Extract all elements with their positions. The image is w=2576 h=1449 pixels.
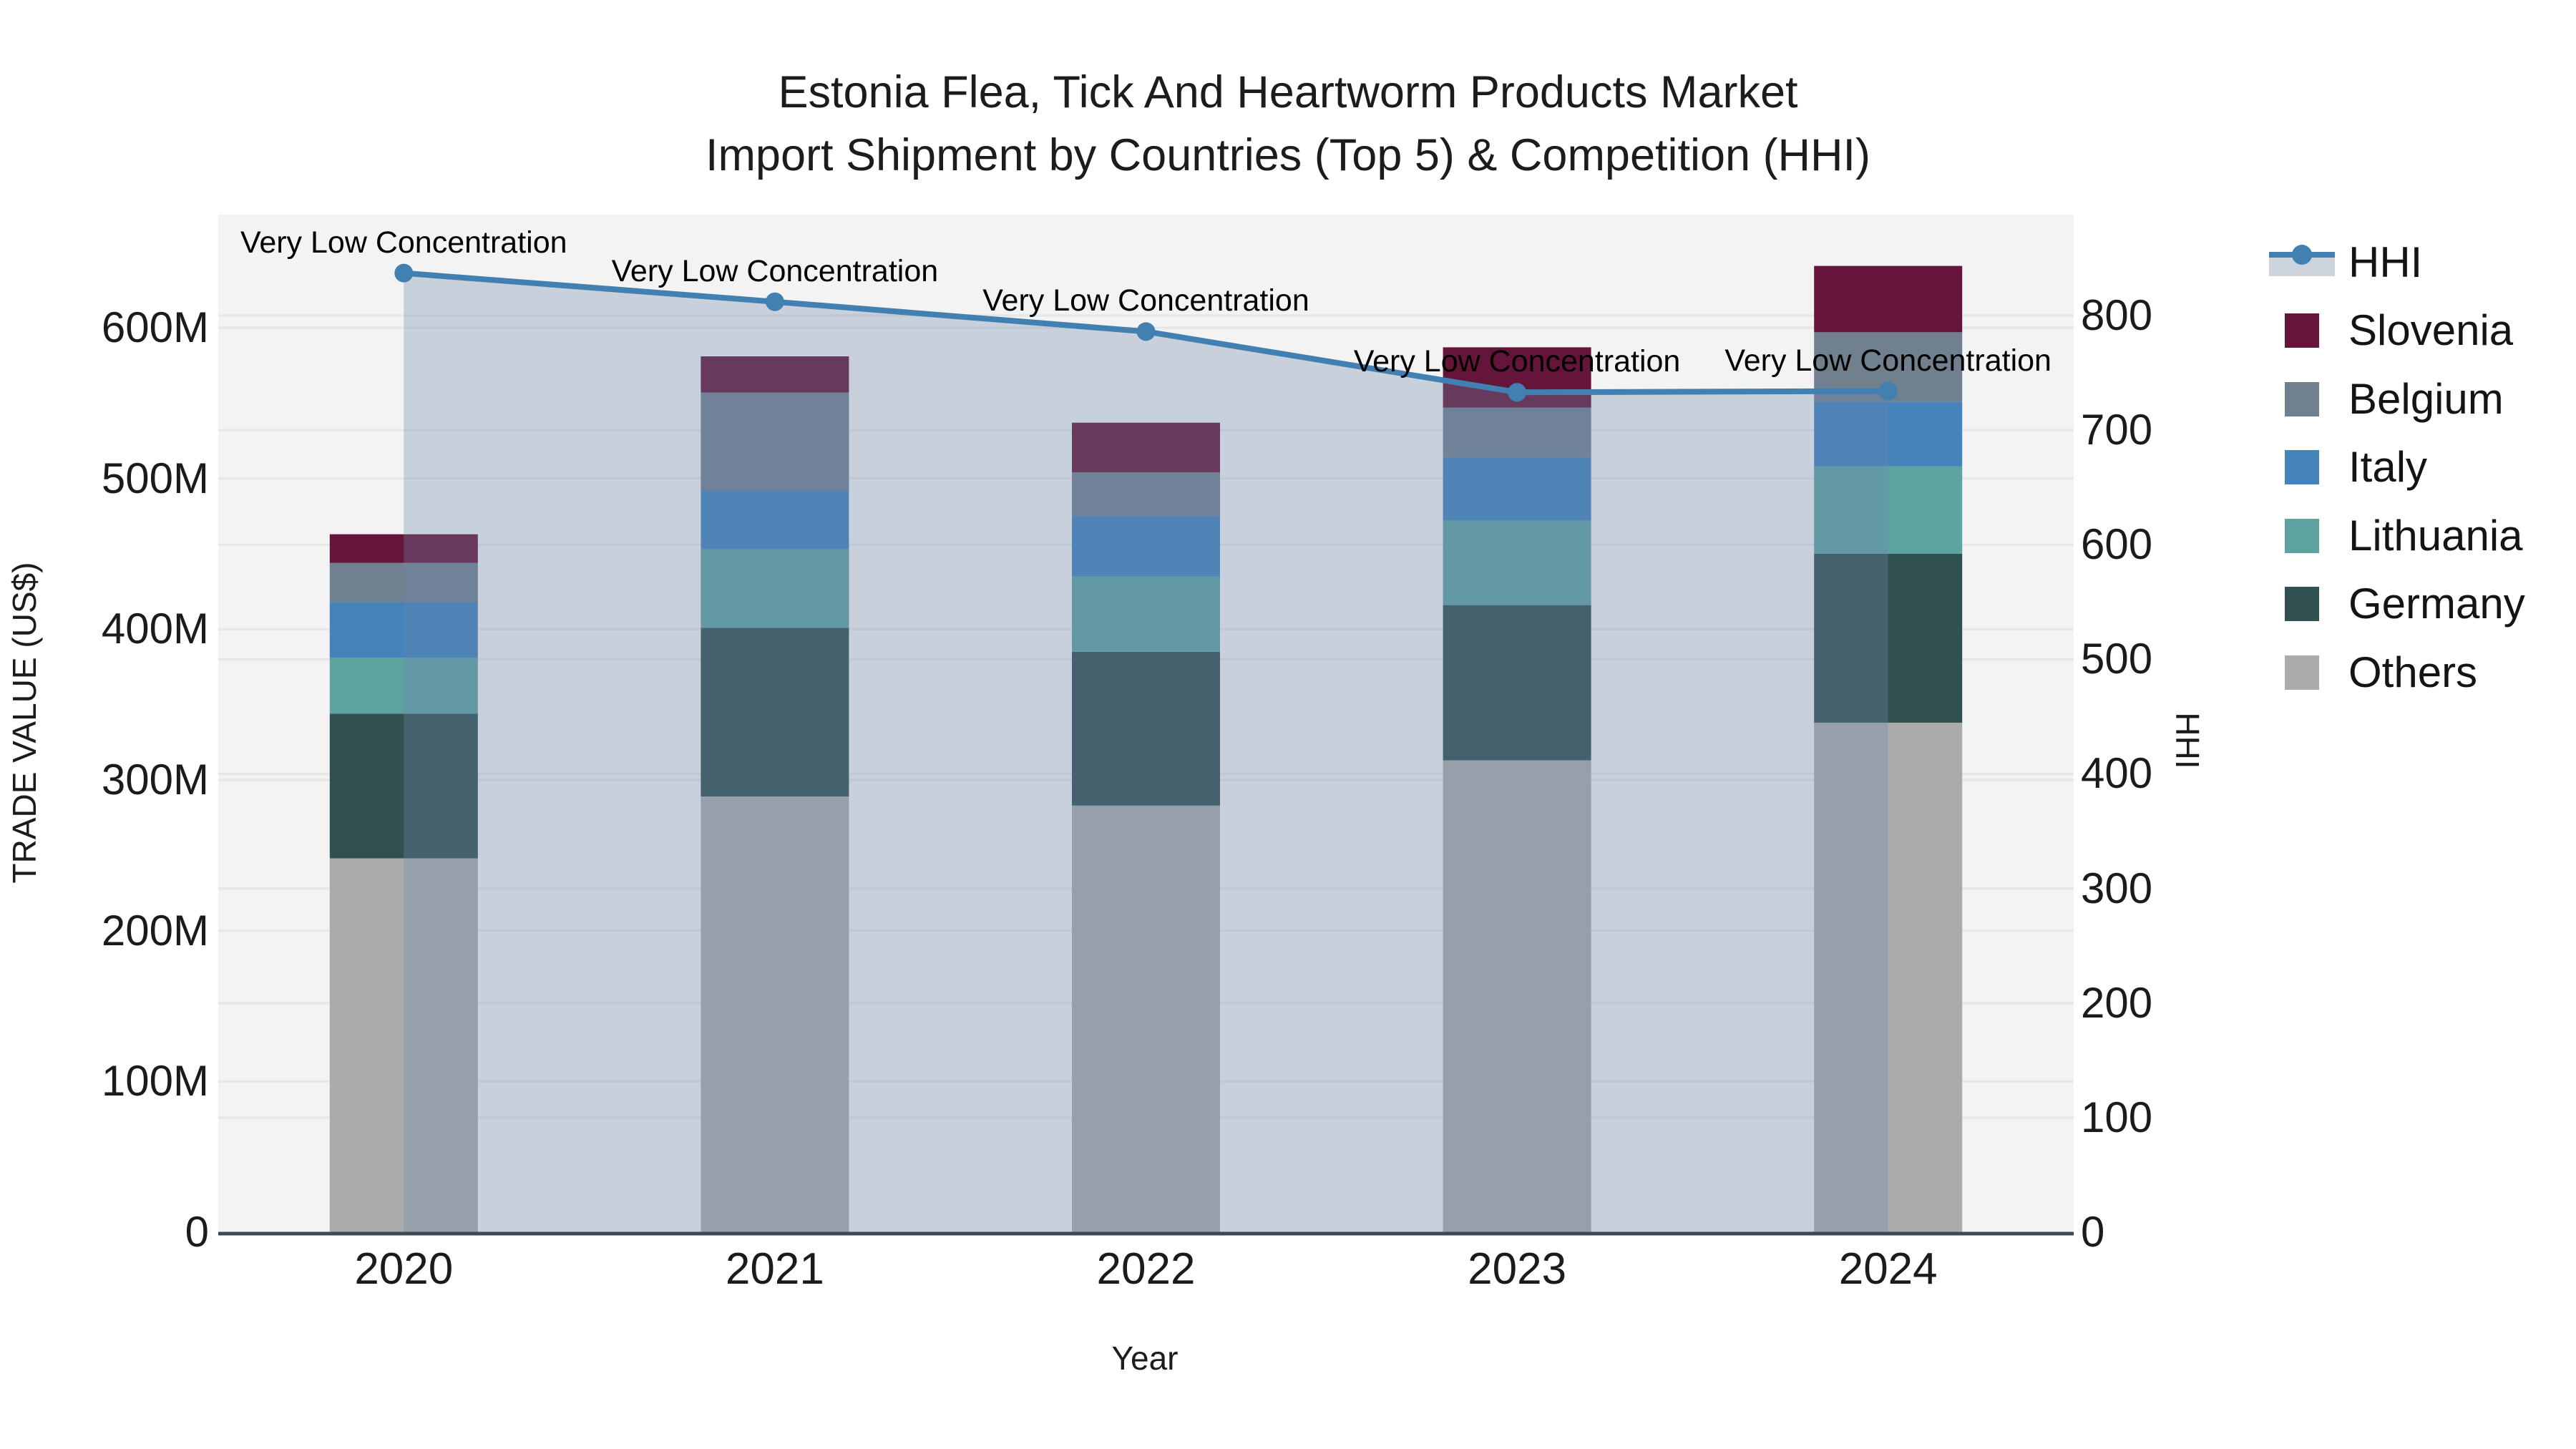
legend-swatch-italy: [2285, 450, 2319, 484]
x-axis-title: Year: [1111, 1340, 1179, 1377]
left-tick-500M: 500M: [101, 454, 209, 502]
legend-item-italy[interactable]: Italy: [2269, 434, 2427, 502]
bar-segment-lithuania-2021[interactable]: [701, 549, 849, 628]
bar-segment-belgium-2023[interactable]: [1443, 407, 1591, 458]
right-tick-300: 300: [2081, 864, 2153, 912]
legend-swatch-slot: [2269, 434, 2335, 502]
bar-segment-italy-2024[interactable]: [1814, 401, 1963, 467]
right-axis-title: HHI: [2169, 712, 2206, 769]
bar-segment-others-2023[interactable]: [1443, 760, 1591, 1232]
legend-label-germany: Germany: [2348, 580, 2525, 628]
legend-item-germany[interactable]: Germany: [2269, 570, 2525, 638]
left-tick-400M: 400M: [101, 605, 209, 653]
legend-swatch-slot: [2269, 570, 2335, 638]
bar-segment-lithuania-2023[interactable]: [1443, 520, 1591, 605]
legend-label-italy: Italy: [2348, 443, 2428, 491]
left-tick-100M: 100M: [101, 1057, 209, 1106]
right-tick-800: 800: [2081, 291, 2153, 339]
right-tick-200: 200: [2081, 978, 2153, 1027]
legend-label-lithuania: Lithuania: [2348, 511, 2523, 560]
legend-hhi-marker-icon: [2292, 244, 2312, 265]
right-tick-700: 700: [2081, 406, 2153, 454]
legend-swatch-slot: [2269, 297, 2335, 365]
bar-segment-others-2020[interactable]: [329, 858, 478, 1232]
hhi-area-fill: [404, 273, 1888, 1232]
bar-segment-others-2024[interactable]: [1814, 722, 1963, 1232]
x-tick-2022: 2022: [1096, 1244, 1196, 1294]
bar-segment-slovenia-2024[interactable]: [1814, 265, 1963, 333]
left-tick-0: 0: [185, 1208, 209, 1256]
annotation-2021: Very Low Concentration: [611, 253, 939, 288]
bar-segment-germany-2023[interactable]: [1443, 605, 1591, 761]
annotation-2022: Very Low Concentration: [982, 283, 1309, 318]
chart-title-line2: Import Shipment by Countries (Top 5) & C…: [705, 130, 1871, 180]
legend-item-hhi[interactable]: HHI: [2269, 228, 2422, 296]
legend-swatch-germany: [2285, 587, 2319, 621]
legend-swatch-belgium: [2285, 381, 2319, 416]
right-tick-500: 500: [2081, 635, 2153, 683]
annotation-2024: Very Low Concentration: [1724, 343, 2051, 378]
legend-swatch-slot: [2269, 638, 2335, 706]
x-tick-2021: 2021: [725, 1244, 824, 1294]
legend-label-others: Others: [2348, 648, 2478, 696]
bar-segment-lithuania-2024[interactable]: [1814, 466, 1963, 554]
hhi-marker-2024[interactable]: [1878, 381, 1898, 401]
bar-segment-others-2021[interactable]: [701, 796, 849, 1232]
right-tick-100: 100: [2081, 1093, 2153, 1141]
x-tick-2023: 2023: [1468, 1244, 1567, 1294]
legend-swatch-slot: [2269, 502, 2335, 570]
legend-label-hhi: HHI: [2348, 238, 2423, 286]
left-axis-title: TRADE VALUE (US$): [6, 562, 43, 884]
legend-label-slovenia: Slovenia: [2348, 306, 2514, 354]
bar-segment-italy-2021[interactable]: [701, 490, 849, 550]
legend-item-others[interactable]: Others: [2269, 638, 2477, 706]
legend-item-belgium[interactable]: Belgium: [2269, 365, 2504, 433]
bar-segment-others-2022[interactable]: [1072, 805, 1220, 1232]
bar-segment-germany-2022[interactable]: [1072, 651, 1220, 806]
bar-segment-slovenia-2022[interactable]: [1072, 422, 1220, 473]
bar-segment-slovenia-2020[interactable]: [329, 534, 478, 563]
left-tick-600M: 600M: [101, 303, 209, 351]
left-tick-300M: 300M: [101, 756, 209, 804]
left-tick-200M: 200M: [101, 906, 209, 955]
bar-segment-slovenia-2021[interactable]: [701, 356, 849, 393]
bar-segment-germany-2020[interactable]: [329, 713, 478, 859]
legend-swatch-slovenia: [2285, 313, 2319, 348]
hhi-marker-2022[interactable]: [1136, 322, 1156, 341]
legend-swatch-slot: [2269, 228, 2335, 296]
right-tick-400: 400: [2081, 749, 2153, 798]
hhi-marker-2020[interactable]: [394, 263, 414, 283]
annotation-2020: Very Low Concentration: [240, 225, 567, 260]
x-tick-2024: 2024: [1838, 1244, 1938, 1294]
legend-swatch-lithuania: [2285, 518, 2319, 553]
bar-segment-italy-2022[interactable]: [1072, 516, 1220, 577]
right-tick-600: 600: [2081, 520, 2153, 569]
hhi-marker-2021[interactable]: [765, 292, 784, 311]
legend-swatch-others: [2285, 655, 2319, 690]
legend-item-lithuania[interactable]: Lithuania: [2269, 502, 2523, 570]
bar-segment-italy-2023[interactable]: [1443, 457, 1591, 521]
right-tick-0: 0: [2081, 1208, 2105, 1256]
hhi-marker-2023[interactable]: [1508, 383, 1527, 402]
bar-segment-germany-2024[interactable]: [1814, 554, 1963, 723]
bar-segment-germany-2021[interactable]: [701, 628, 849, 797]
legend-label-belgium: Belgium: [2348, 374, 2504, 423]
bar-segment-lithuania-2020[interactable]: [329, 658, 478, 714]
bar-segment-lithuania-2022[interactable]: [1072, 576, 1220, 652]
legend-swatch-slot: [2269, 365, 2335, 433]
chart-title-line1: Estonia Flea, Tick And Heartworm Product…: [778, 67, 1798, 117]
annotation-2023: Very Low Concentration: [1353, 344, 1681, 379]
legend-item-slovenia[interactable]: Slovenia: [2269, 297, 2513, 365]
bar-segment-italy-2020[interactable]: [329, 602, 478, 658]
bar-segment-belgium-2021[interactable]: [701, 392, 849, 491]
x-tick-2020: 2020: [354, 1244, 454, 1294]
bar-segment-belgium-2022[interactable]: [1072, 472, 1220, 517]
bar-segment-belgium-2020[interactable]: [329, 562, 478, 602]
